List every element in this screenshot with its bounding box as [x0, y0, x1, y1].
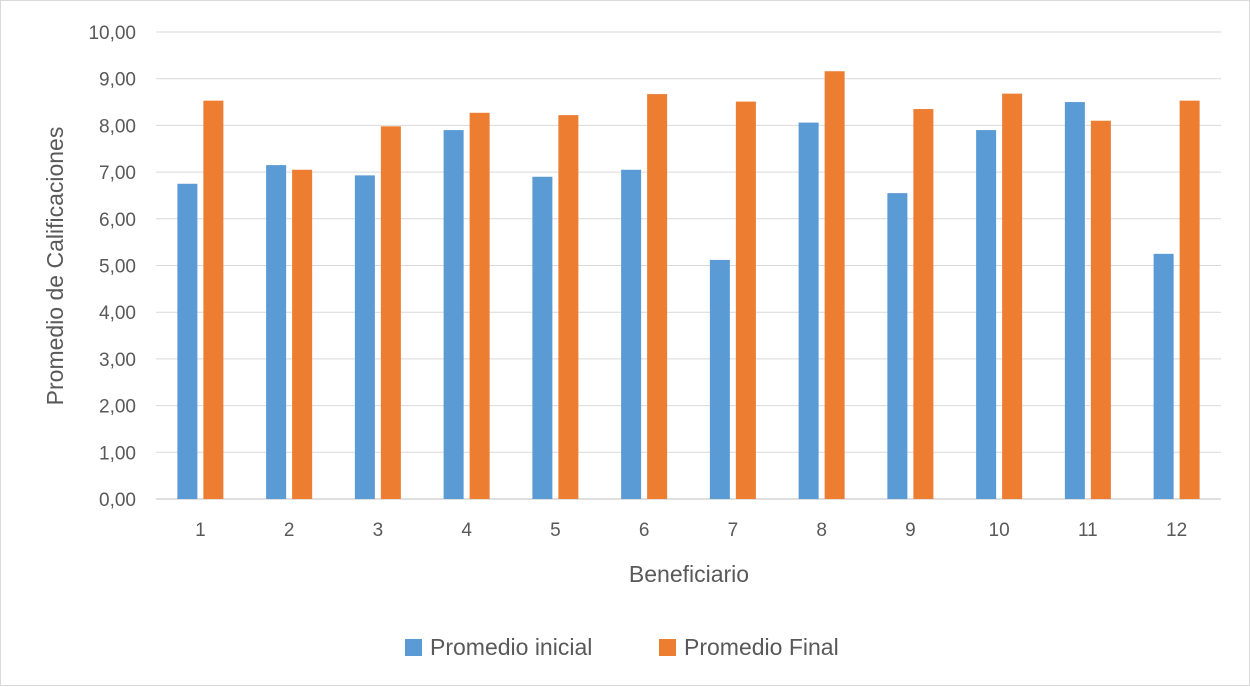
y-tick-label: 10,00 [88, 23, 136, 44]
bar-promedio-final-4 [469, 112, 490, 499]
y-tick-label: 2,00 [99, 397, 136, 418]
bar-promedio-inicial-8 [798, 122, 819, 500]
y-tick-label: 6,00 [99, 210, 136, 231]
y-tick-label: 7,00 [99, 163, 136, 184]
bar-promedio-final-3 [380, 126, 401, 500]
y-tick-label: 5,00 [99, 257, 136, 278]
bar-promedio-inicial-12 [1153, 253, 1174, 499]
bar-promedio-inicial-6 [621, 169, 642, 499]
bar-promedio-inicial-9 [887, 193, 908, 500]
y-axis-title: Promedio de Calificaciones [42, 127, 68, 406]
bar-promedio-final-9 [913, 109, 934, 500]
bar-promedio-final-5 [558, 115, 579, 499]
bar-promedio-inicial-7 [709, 259, 730, 499]
bar-promedio-final-8 [824, 71, 845, 499]
gridlines [156, 31, 1221, 500]
x-tick-label: 7 [728, 520, 739, 541]
y-tick-label: 3,00 [99, 350, 136, 371]
y-tick-label: 0,00 [99, 490, 136, 511]
bars [177, 71, 1200, 500]
y-tick-labels: 0,00 1,00 2,00 3,00 4,00 5,00 6,00 7,00 8,00 9,00… [88, 23, 136, 511]
x-tick-labels: 1 2 3 4 5 6 7 8 9 10 11 12 [195, 520, 1187, 541]
bar-promedio-final-7 [735, 101, 756, 499]
legend-swatch [659, 639, 676, 656]
bar-promedio-inicial-11 [1064, 102, 1085, 500]
bar-promedio-final-12 [1179, 100, 1200, 500]
bar-promedio-inicial-5 [532, 176, 553, 499]
y-tick-label: 4,00 [99, 303, 136, 324]
bar-promedio-inicial-10 [976, 130, 997, 499]
x-tick-label: 10 [989, 520, 1010, 541]
x-tick-label: 11 [1078, 520, 1098, 541]
y-tick-label: 1,00 [99, 443, 136, 464]
x-tick-label: 4 [461, 520, 472, 541]
bar-promedio-final-1 [203, 100, 224, 500]
bar-promedio-inicial-3 [354, 175, 375, 499]
bar-promedio-inicial-1 [177, 183, 198, 499]
x-tick-label: 5 [550, 520, 561, 541]
bar-promedio-final-2 [292, 169, 313, 499]
bar-promedio-final-6 [647, 94, 668, 500]
x-tick-label: 6 [639, 520, 650, 541]
bar-promedio-final-11 [1090, 120, 1111, 499]
legend-swatch [405, 639, 422, 656]
legend-label: Promedio Final [684, 634, 839, 660]
bar-promedio-inicial-2 [266, 165, 287, 499]
x-tick-label: 1 [195, 520, 206, 541]
bar-promedio-inicial-4 [443, 130, 464, 499]
legend-label: Promedio inicial [430, 634, 592, 660]
x-tick-label: 3 [373, 520, 384, 541]
x-tick-label: 9 [905, 520, 916, 541]
x-tick-label: 12 [1166, 520, 1187, 541]
x-tick-label: 8 [816, 520, 827, 541]
x-tick-label: 2 [284, 520, 295, 541]
bar-promedio-final-10 [1002, 93, 1023, 500]
legend: Promedio inicial Promedio Final [405, 634, 839, 660]
y-tick-label: 9,00 [99, 70, 136, 91]
y-tick-label: 8,00 [99, 116, 136, 137]
x-axis-title: Beneficiario [629, 561, 749, 587]
